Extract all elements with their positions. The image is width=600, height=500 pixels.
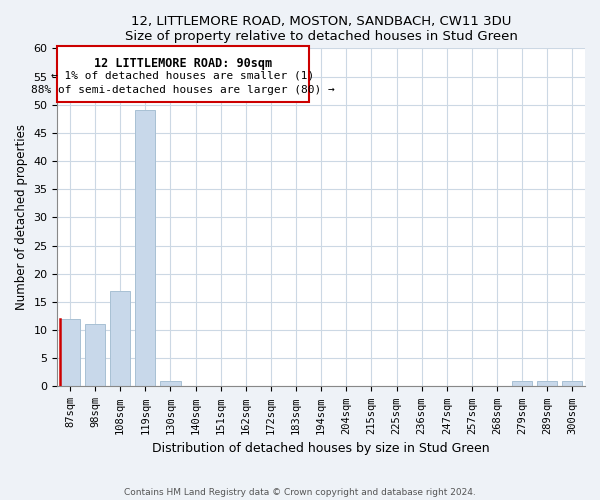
FancyBboxPatch shape [58, 46, 308, 102]
Title: 12, LITTLEMORE ROAD, MOSTON, SANDBACH, CW11 3DU
Size of property relative to det: 12, LITTLEMORE ROAD, MOSTON, SANDBACH, C… [125, 15, 518, 43]
Bar [562, 381, 583, 386]
Text: 12 LITTLEMORE ROAD: 90sqm: 12 LITTLEMORE ROAD: 90sqm [94, 57, 272, 70]
Bar [512, 381, 532, 386]
Bar [110, 290, 130, 386]
Text: 88% of semi-detached houses are larger (80) →: 88% of semi-detached houses are larger (… [31, 85, 335, 95]
Text: Contains HM Land Registry data © Crown copyright and database right 2024.: Contains HM Land Registry data © Crown c… [124, 488, 476, 497]
X-axis label: Distribution of detached houses by size in Stud Green: Distribution of detached houses by size … [152, 442, 490, 455]
Y-axis label: Number of detached properties: Number of detached properties [15, 124, 28, 310]
Bar [537, 381, 557, 386]
Text: ← 1% of detached houses are smaller (1): ← 1% of detached houses are smaller (1) [52, 71, 314, 81]
Bar [60, 319, 80, 386]
Bar [160, 381, 181, 386]
Bar [135, 110, 155, 386]
Bar [85, 324, 105, 386]
